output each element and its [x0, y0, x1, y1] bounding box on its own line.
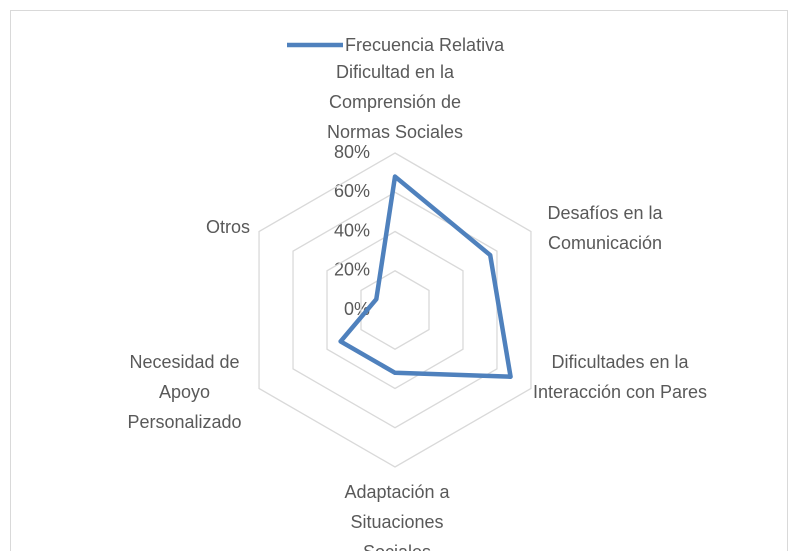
category-label: Necesidad de Apoyo Personalizado	[127, 352, 242, 432]
tick-label: 80%	[334, 142, 370, 162]
grid-ring	[326, 230, 464, 390]
category-label: Desafíos en la Comunicación	[547, 203, 663, 253]
category-label: Dificultad en la Comprensión de Normas S…	[326, 62, 464, 142]
category-label: Otros	[205, 217, 250, 237]
grid-ring	[360, 269, 430, 351]
category-label: Dificultades en la Interacción con Pares	[532, 352, 708, 402]
grid-ring	[292, 191, 498, 429]
tick-label: 40%	[334, 220, 370, 240]
series-line	[338, 174, 513, 379]
tick-label: 20%	[334, 260, 370, 280]
category-label: Adaptación a Situaciones Sociales	[344, 482, 450, 551]
chart-border	[10, 10, 788, 551]
grid-ring	[258, 152, 532, 468]
legend-label: Frecuencia Relativa	[345, 35, 505, 55]
tick-label: 60%	[334, 181, 370, 201]
